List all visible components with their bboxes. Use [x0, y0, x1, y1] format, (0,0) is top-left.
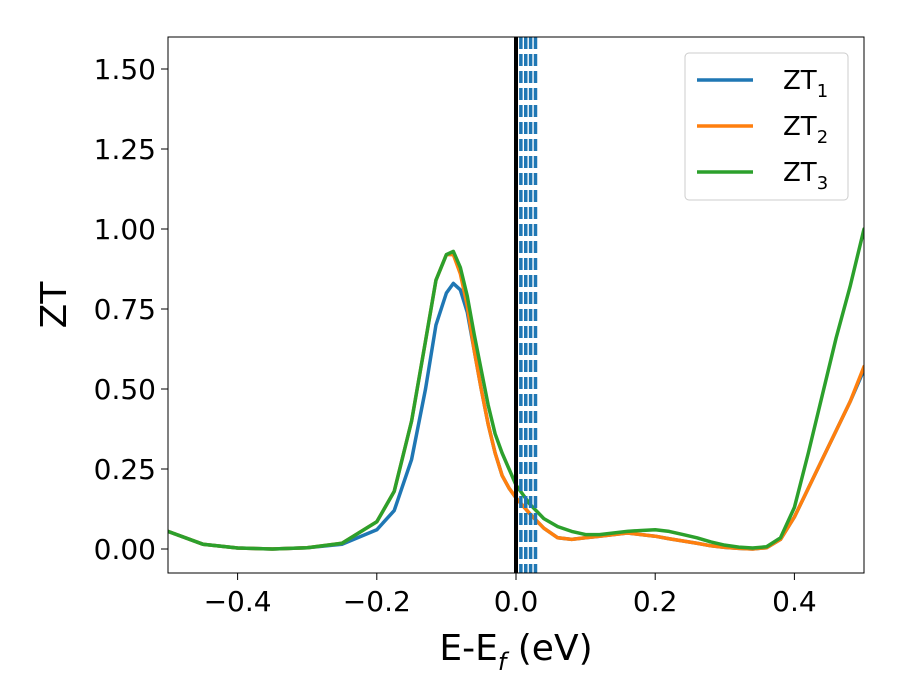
y-tick-label: 0.50 [94, 373, 156, 406]
legend-label-zt2: ZT2 [783, 112, 828, 148]
x-tick-label: 0.4 [772, 585, 817, 618]
y-tick-label: 0.75 [94, 293, 156, 326]
x-axis-title: E-Ef (eV) [439, 628, 592, 676]
x-tick-label: −0.4 [204, 585, 272, 618]
series-line-zt3 [168, 227, 864, 551]
y-tick-label: 0.00 [94, 533, 156, 566]
y-axis-title: ZT [34, 281, 75, 329]
y-tick-label: 0.25 [94, 453, 156, 486]
y-axis-ticks: 0.00 0.25 0.50 0.75 1.00 1.25 1.50 [94, 53, 168, 566]
legend-label-zt3: ZT3 [783, 158, 828, 194]
y-tick-label: 1.50 [94, 53, 156, 86]
x-axis-title-unit: (eV) [506, 628, 592, 669]
legend-box [684, 52, 849, 201]
x-axis-ticks: −0.4 −0.2 0.0 0.2 0.4 [204, 573, 817, 618]
x-tick-label: 0.2 [633, 585, 678, 618]
x-tick-label: 0.0 [494, 585, 539, 618]
plot-marks [168, 37, 864, 573]
y-tick-label: 1.00 [94, 213, 156, 246]
x-axis-title-main: E-E [439, 628, 497, 669]
legend: ZT1 ZT2 ZT3 [684, 52, 849, 201]
y-tick-label: 1.25 [94, 133, 156, 166]
x-tick-label: −0.2 [343, 585, 411, 618]
legend-label-zt1: ZT1 [783, 66, 828, 102]
